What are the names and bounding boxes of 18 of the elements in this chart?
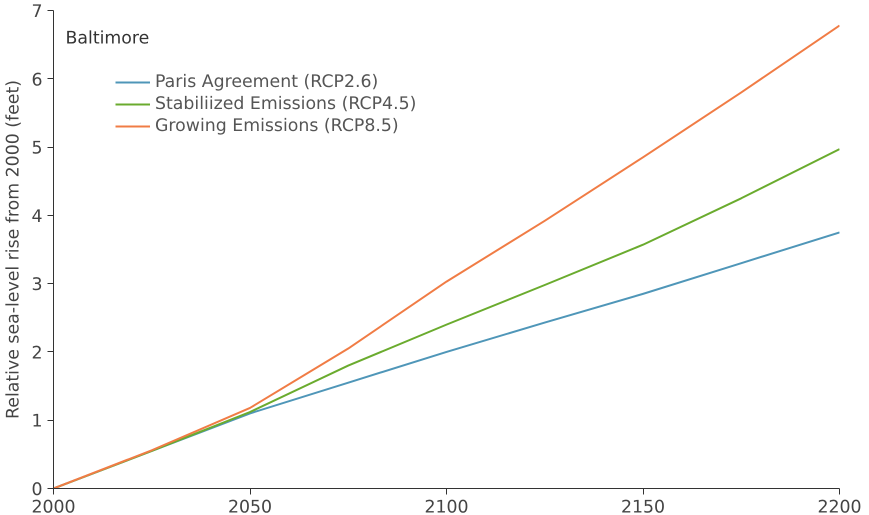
y-tick-label: 5 — [31, 138, 43, 159]
x-tick-label: 2150 — [620, 498, 666, 515]
x-tick-label: 2100 — [424, 498, 469, 515]
legend-label: Stabiliized Emissions (RCP4.5) — [155, 94, 416, 114]
y-tick-label: 0 — [31, 480, 43, 500]
y-tick-label: 7 — [31, 2, 43, 22]
y-tick-label: 3 — [31, 275, 43, 296]
y-tick-label: 6 — [31, 70, 43, 90]
y-tick-label: 4 — [31, 206, 43, 227]
legend-label: Growing Emissions (RCP8.5) — [155, 116, 399, 136]
annotation: Baltimore — [66, 28, 150, 48]
x-tick-label: 2200 — [817, 498, 862, 515]
x-tick-label: 2050 — [228, 498, 272, 515]
y-tick-label: 1 — [31, 412, 43, 432]
y-axis-title: Relative sea-level rise from 2000 (feet) — [3, 80, 24, 419]
y-tick-label: 2 — [31, 343, 43, 364]
x-tick-label: 2000 — [31, 498, 76, 515]
legend-label: Paris Agreement (RCP2.6) — [155, 72, 378, 92]
